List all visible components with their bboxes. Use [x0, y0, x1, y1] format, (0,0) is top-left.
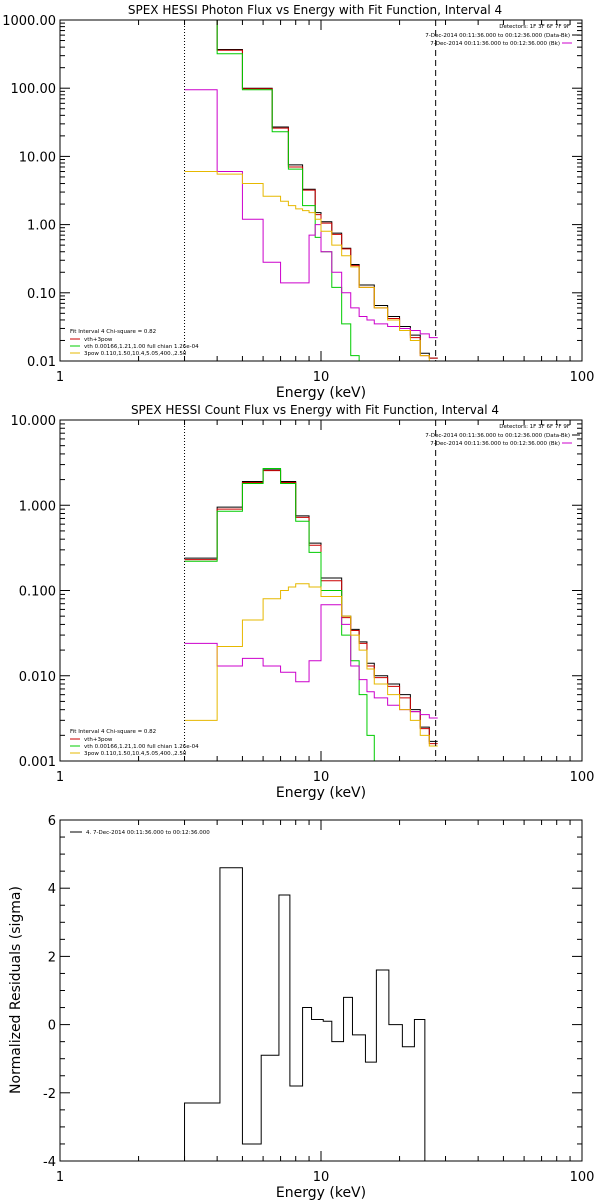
x-tick-label: 100	[570, 1170, 595, 1185]
x-axis-label: Energy (keV)	[276, 785, 366, 801]
x-tick-label: 100	[570, 770, 595, 785]
photon-flux-axes: 1 10 100 0.01 0.10 1.00 10.00 100.00 1000.00	[2, 14, 594, 385]
x-tick-label: 1	[56, 770, 64, 785]
y-axis-label: Normalized Residuals (sigma)	[8, 886, 24, 1094]
legend-fit-line: Fit Interval 4 Chi-square = 0.82	[70, 329, 156, 335]
residuals-series-layer	[184, 867, 426, 1161]
legend-top-line: Detectors: 1F 3F 6F 7F 9F	[499, 424, 570, 430]
legend-fit-line: Fit Interval 4 Chi-square = 0.82	[70, 729, 156, 735]
thermal-component-histogram	[184, 20, 360, 361]
legend-top-line: Detectors: 1F 3F 6F 7F 9F	[499, 24, 570, 30]
thermal-component-histogram	[184, 467, 375, 761]
y-tick-label: 1.000	[19, 499, 56, 514]
residuals-chart: 4. 7-Dec-2014 00:11:36.000 to 00:12:36.0…	[8, 814, 594, 1200]
photon-flux-chart: SPEX HESSI Photon Flux vs Energy with Fi…	[2, 3, 594, 401]
legend-fit-line: vth 0.00166,1.21,1.00 full chian 1.26e-0…	[84, 344, 199, 350]
x-tick-label: 10	[313, 770, 330, 785]
y-tick-label: -4	[43, 1155, 56, 1170]
residuals-legend: 4. 7-Dec-2014 00:11:36.000 to 00:12:36.0…	[70, 830, 210, 836]
y-tick-label: 1.00	[27, 219, 56, 234]
residuals-axes: 1 10 100 -4 -2 0 2 4 6	[43, 814, 594, 1185]
legend-top-line: 7-Dec-2014 00:11:36.000 to 00:12:36.000 …	[425, 33, 570, 39]
y-tick-label: 4	[48, 882, 56, 897]
legend-fit-line: vth 0.00166,1.21,1.00 full chian 1.26e-0…	[84, 744, 199, 750]
residuals-histogram	[184, 867, 426, 1161]
legend-fit-line: vth+3pow	[84, 737, 113, 743]
y-tick-label: 0.01	[27, 355, 56, 370]
y-tick-label: 0.001	[19, 755, 56, 770]
x-tick-label: 1	[56, 370, 64, 385]
y-tick-label: 1000.00	[2, 14, 56, 29]
y-tick-label: 0.10	[27, 287, 56, 302]
chart-title: SPEX HESSI Count Flux vs Energy with Fit…	[131, 403, 499, 417]
x-tick-label: 1	[56, 1170, 64, 1185]
legend-top-line: 7-Dec-2014 00:11:36.000 to 00:12:36.000 …	[430, 41, 560, 47]
chart-title: SPEX HESSI Photon Flux vs Energy with Fi…	[128, 3, 502, 17]
count-flux-chart: SPEX HESSI Count Flux vs Energy with Fit…	[11, 403, 595, 801]
power-law-component-histogram	[184, 171, 438, 361]
legend-fit-line: 3pow 0.110,1.50,10.4,5.05,400.,2.50	[84, 351, 187, 357]
y-tick-label: 2	[48, 950, 56, 965]
y-tick-label: 0.010	[19, 670, 56, 685]
legend-fit-line: vth+3pow	[84, 337, 113, 343]
photon-flux-series-layer	[184, 20, 438, 361]
y-tick-label: 10.000	[11, 414, 57, 429]
legend-fit-line: 3pow 0.110,1.50,10.4,5.05,400.,2.50	[84, 751, 187, 757]
count-flux-legend-top: Detectors: 1F 3F 6F 7F 9F 7-Dec-2014 00:…	[425, 424, 580, 447]
power-law-component-histogram	[184, 583, 438, 747]
legend-top-line: 7-Dec-2014 00:11:36.000 to 00:12:36.000 …	[425, 433, 570, 439]
y-tick-label: 0	[48, 1019, 56, 1034]
photon-flux-legend-bottom: Fit Interval 4 Chi-square = 0.82 vth+3po…	[70, 329, 199, 357]
y-tick-label: 6	[48, 814, 56, 829]
x-tick-label: 100	[570, 370, 595, 385]
y-tick-label: 10.00	[19, 150, 56, 165]
count-flux-legend-bottom: Fit Interval 4 Chi-square = 0.82 vth+3po…	[70, 729, 199, 757]
x-tick-label: 10	[313, 370, 330, 385]
y-tick-label: 100.00	[11, 82, 57, 97]
y-tick-label: 0.100	[19, 585, 56, 600]
y-tick-label: -2	[43, 1087, 56, 1102]
x-axis-label: Energy (keV)	[276, 1185, 366, 1200]
count-flux-axes: 1 10 100 0.001 0.010 0.100 1.000 10.000	[11, 414, 595, 785]
x-axis-label: Energy (keV)	[276, 385, 366, 401]
count-flux-series-layer	[184, 420, 438, 761]
legend-top-line: 7-Dec-2014 00:11:36.000 to 00:12:36.000 …	[430, 441, 560, 447]
x-tick-label: 10	[313, 1170, 330, 1185]
legend-label: 4. 7-Dec-2014 00:11:36.000 to 00:12:36.0…	[86, 830, 210, 836]
